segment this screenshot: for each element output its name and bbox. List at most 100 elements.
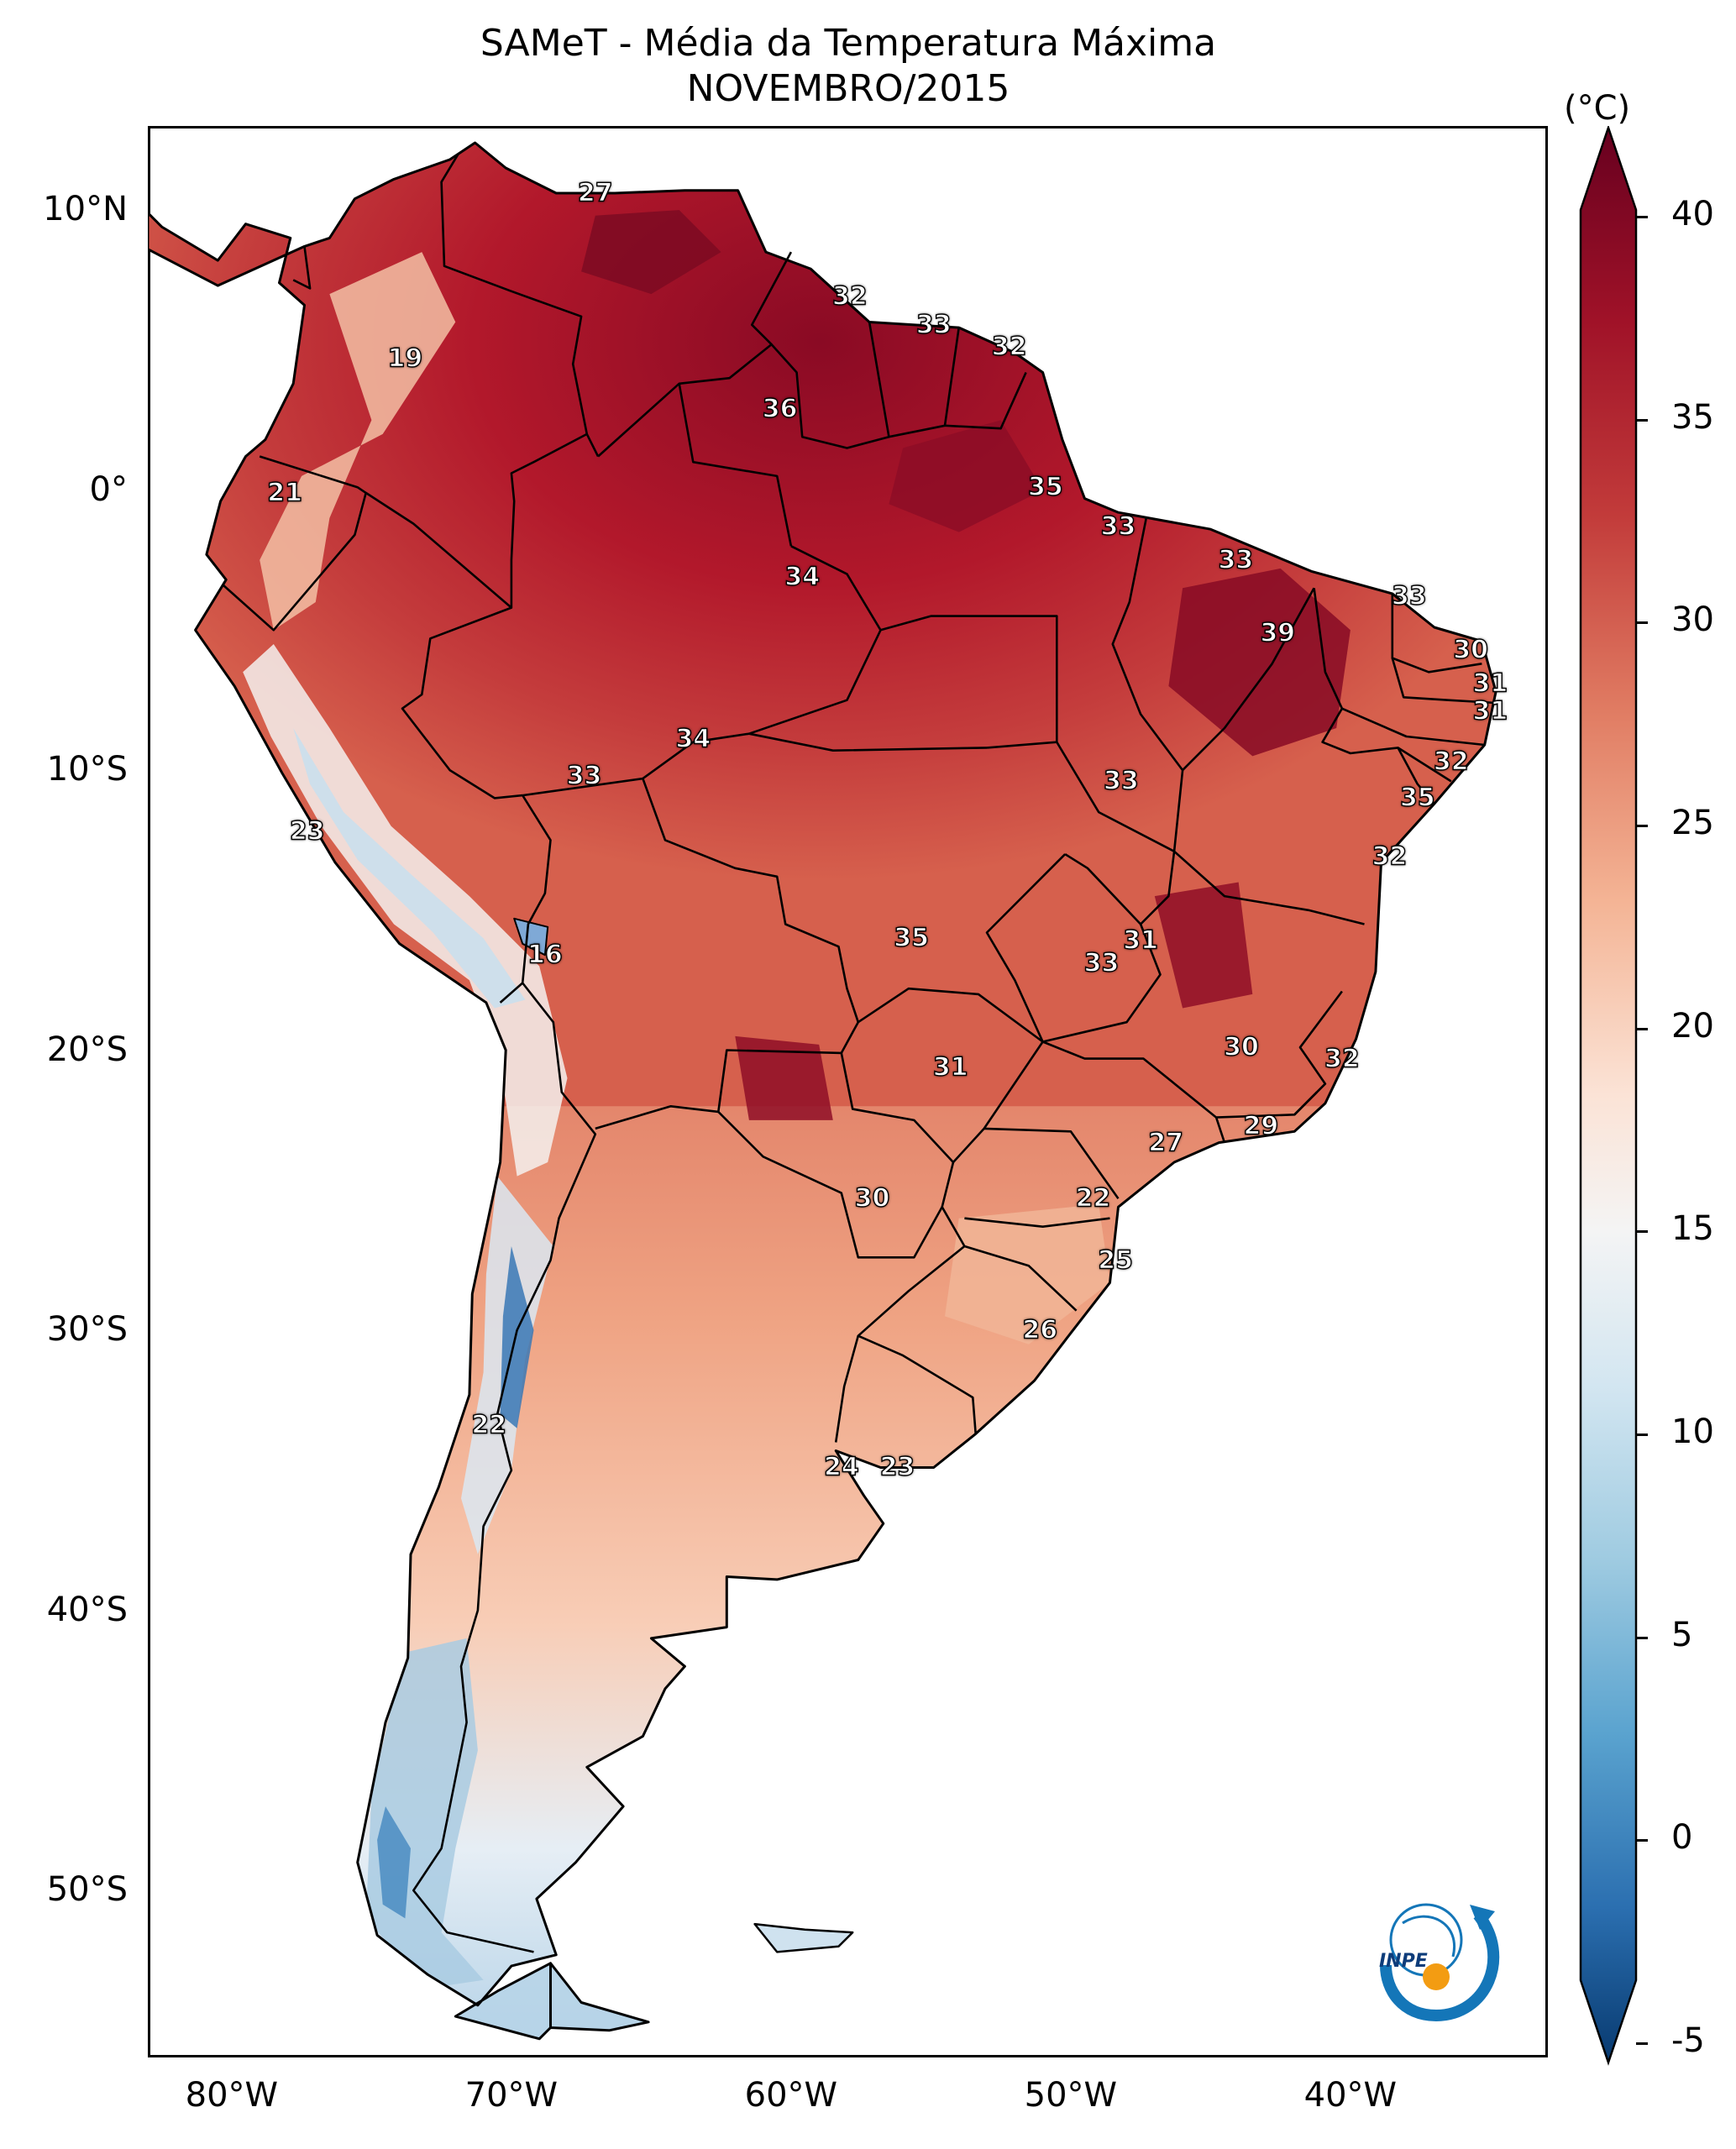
map-subtitle: NOVEMBRO/2015 [686,67,1010,110]
contour-label: 21 [267,478,303,508]
border-line [748,732,988,752]
colorbar-tick [1636,2042,1648,2045]
contour-label: 31 [1472,668,1508,699]
andes-north-cool-band [260,252,456,631]
contour-label: 30 [854,1183,890,1213]
border-line [365,432,588,609]
colorbar-tick-label: 15 [1671,1209,1714,1249]
contour-label: 33 [566,761,602,791]
hot-tropical-field [148,143,1497,1107]
longitude-tick-label: 70°W [464,2076,559,2115]
andes-high-cold-core [500,1246,534,1428]
colorbar-tick [1636,1839,1648,1842]
colorbar-tick-label: 0 [1671,1818,1693,1858]
border-line [401,606,523,799]
colorbar-tick [1636,621,1648,625]
colorbar-tick [1636,1027,1648,1030]
border-line [1182,587,1315,772]
contour-label: 34 [784,562,821,592]
malvinas-islands [753,1922,854,1953]
colorbar-tick [1636,216,1648,218]
contour-label: 32 [831,281,868,312]
colorbar-tick-label: 25 [1671,804,1714,842]
contour-label: 34 [675,724,711,754]
border-line [1214,1117,1226,1144]
contour-label: 35 [1399,783,1435,813]
latitude-tick-label: 30°S [46,1310,128,1350]
border-line [1341,707,1485,747]
contour-label: 23 [879,1452,915,1482]
contour-label: 24 [823,1452,859,1482]
border-line [1042,924,1162,1043]
contour-label: 33 [1100,511,1136,542]
border-line [770,322,890,449]
contour-label: 29 [1243,1110,1279,1141]
contour-label: 32 [1433,747,1469,777]
llanos-hot-core [581,210,721,295]
contour-label: 30 [1223,1032,1259,1062]
contour-label: 33 [1218,545,1254,575]
border-line [412,982,597,1953]
contour-label: 33 [1391,581,1427,611]
border-line [944,371,1027,430]
colorbar-tick [1636,418,1648,422]
chaco-hot-core [735,1035,833,1120]
border-line [642,545,882,780]
contour-label: 27 [1148,1127,1184,1158]
andes-central-cool-band [243,644,568,1177]
latitude-tick-label: 0° [89,469,128,509]
temperature-map [148,141,1497,2041]
altiplano-cold-zone [293,728,526,1009]
colorbar-tick-label: 20 [1671,1006,1714,1046]
border-line [1397,747,1435,805]
guiana-hot-core [889,420,1043,532]
country-state-borders [148,141,1497,2041]
border-line [1293,1091,1318,1116]
contour-label: 23 [289,816,325,846]
contour-label: 32 [991,332,1027,362]
border-line [1042,990,1343,1119]
latitude-tick-label: 20°S [46,1030,128,1069]
colorbar-tick-label: 35 [1671,397,1714,437]
border-line [964,1217,1110,1228]
border-line [880,615,1058,742]
latitude-tick-label: 50°S [46,1870,128,1910]
contour-label: 35 [894,923,930,953]
central-brazil-hot-core [1154,882,1253,1009]
tierra-del-fuego-field [455,1963,649,2039]
contour-label: 30 [1453,634,1489,665]
contour-label: 31 [1472,696,1508,726]
colorbar-tick [1636,1434,1648,1436]
border-line [597,251,793,458]
longitude-tick-label: 60°W [744,2076,838,2115]
contour-label: 39 [1260,617,1296,648]
contour-label: 31 [932,1051,968,1082]
contour-label: 31 [1123,925,1159,956]
contour-label: 19 [387,343,423,374]
border-line [1173,850,1365,925]
colorbar-tick-label: -5 [1671,2021,1705,2060]
contour-label: 25 [1098,1245,1134,1276]
border-line [1391,658,1497,705]
border-line [983,1127,1120,1200]
contour-label: 33 [1083,948,1120,978]
border-line [1391,593,1482,674]
latitude-tick-label: 40°S [46,1590,128,1629]
border-line [952,1040,1044,1163]
border-line [678,383,793,547]
contour-label: 26 [1022,1315,1058,1345]
colorbar-tick [1636,1230,1648,1234]
border-line [717,1052,955,1259]
northeast-hot-core [1168,568,1351,757]
patagonia-cold-core [377,1806,411,1919]
contour-label: 16 [527,940,563,970]
colorbar-tick-label: 30 [1671,600,1714,640]
latitude-tick-label: 10°N [43,190,128,229]
contour-label: 32 [1324,1043,1360,1074]
lake-titicaca [513,917,549,957]
colorbar-tick [1636,1636,1648,1639]
colorbar-tick-label: 5 [1671,1615,1693,1654]
border-line [522,777,860,1130]
colorbar-tick-label: 10 [1671,1413,1714,1451]
inpe-logo: INPE [1379,1903,1500,2022]
